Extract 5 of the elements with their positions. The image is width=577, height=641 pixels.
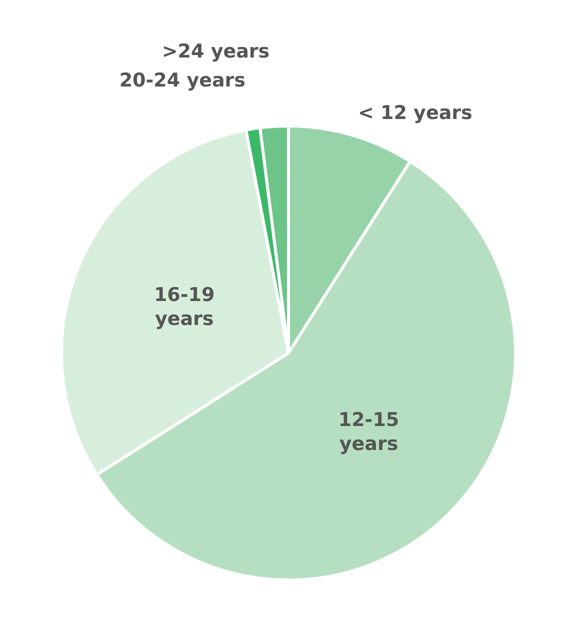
slice-label: 20-24 years bbox=[119, 69, 246, 92]
slice-label: 16-19 years bbox=[154, 284, 215, 330]
slice-label: < 12 years bbox=[358, 102, 472, 124]
slice-label: 12-15 years bbox=[338, 409, 400, 456]
slice-label: >24 years bbox=[162, 40, 270, 63]
